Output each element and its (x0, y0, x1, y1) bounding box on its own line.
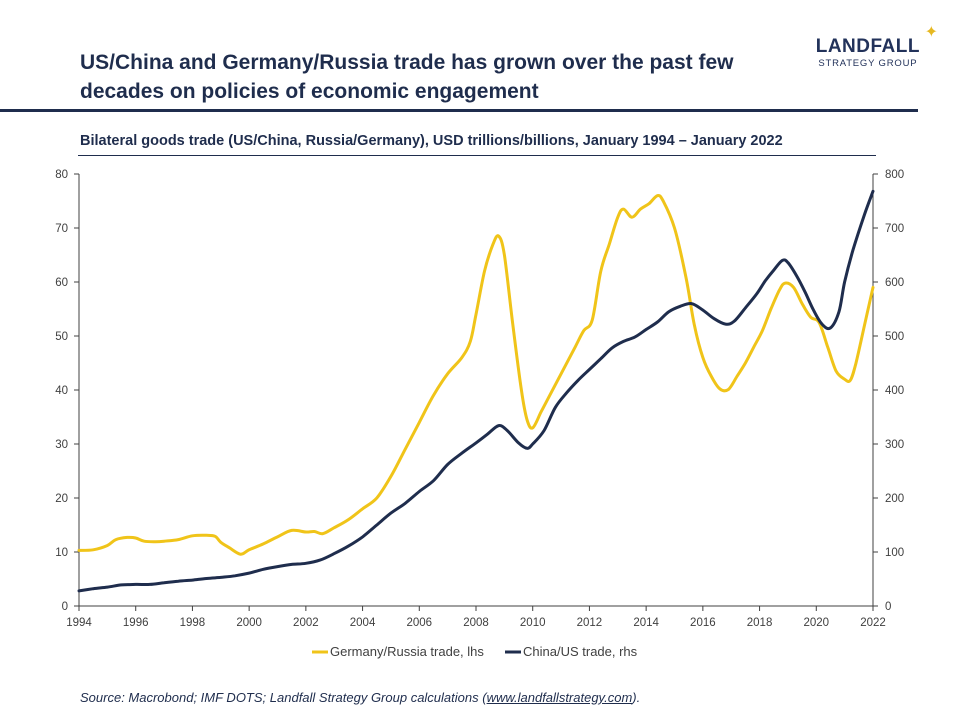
right-y-tick-label: 100 (885, 547, 904, 559)
x-tick-label: 2018 (747, 617, 773, 629)
logo-name: LANDFALL (815, 36, 920, 57)
source-prefix: Source: Macrobond; IMF DOTS; Landfall St… (80, 690, 487, 705)
right-y-tick-label: 500 (885, 331, 904, 343)
legend-china-us-label: China/US trade, rhs (523, 644, 638, 659)
line-chart: 0102030405060708001002003004005006007008… (55, 169, 904, 659)
x-tick-label: 2000 (236, 617, 262, 629)
left-y-tick-label: 70 (55, 223, 68, 235)
page-title-line-1: US/China and Germany/Russia trade has gr… (80, 51, 734, 74)
left-y-tick-label: 10 (55, 547, 68, 559)
left-y-tick-label: 60 (55, 277, 68, 289)
x-tick-label: 2006 (406, 617, 432, 629)
right-y-tick-label: 700 (885, 223, 904, 235)
china-us-series-line (77, 189, 875, 593)
chart-axes: 0102030405060708001002003004005006007008… (55, 169, 904, 629)
star-icon: ✦ (924, 24, 938, 41)
left-y-tick-label: 50 (55, 331, 68, 343)
source-link[interactable]: www.landfallstrategy.com (486, 690, 633, 705)
germany-russia-series-line (77, 193, 875, 556)
source-suffix: ). (632, 690, 641, 705)
legend-germany-russia-label: Germany/Russia trade, lhs (330, 644, 484, 659)
page-title-line-2: decades on policies of economic engageme… (80, 80, 539, 103)
x-tick-label: 2010 (520, 617, 546, 629)
company-logo: ✦ LANDFALL STRATEGY GROUP (815, 24, 938, 70)
x-tick-label: 1994 (66, 617, 92, 629)
logo-tagline: STRATEGY GROUP (818, 58, 918, 69)
x-tick-label: 2022 (860, 617, 886, 629)
chart-lines (77, 189, 875, 593)
right-y-tick-label: 800 (885, 169, 904, 181)
left-y-tick-label: 30 (55, 439, 68, 451)
chart-title: Bilateral goods trade (US/China, Russia/… (80, 133, 783, 149)
x-tick-label: 2008 (463, 617, 489, 629)
x-tick-label: 2020 (803, 617, 829, 629)
x-tick-label: 1998 (180, 617, 206, 629)
right-y-tick-label: 0 (885, 601, 891, 613)
header-divider (0, 109, 918, 112)
left-y-tick-label: 40 (55, 385, 68, 397)
right-y-tick-label: 400 (885, 385, 904, 397)
chart-title-divider (78, 155, 876, 156)
chart-legend: Germany/Russia trade, lhs China/US trade,… (312, 644, 638, 659)
x-tick-label: 2014 (633, 617, 659, 629)
x-tick-label: 2016 (690, 617, 716, 629)
x-tick-label: 2012 (577, 617, 603, 629)
x-tick-label: 2002 (293, 617, 319, 629)
right-y-tick-label: 200 (885, 493, 904, 505)
right-y-tick-label: 600 (885, 277, 904, 289)
left-y-tick-label: 20 (55, 493, 68, 505)
x-tick-label: 1996 (123, 617, 149, 629)
left-y-tick-label: 80 (55, 169, 68, 181)
right-y-tick-label: 300 (885, 439, 904, 451)
source-note: Source: Macrobond; IMF DOTS; Landfall St… (80, 690, 640, 705)
page-title: US/China and Germany/Russia trade has gr… (80, 48, 780, 106)
x-tick-label: 2004 (350, 617, 376, 629)
left-y-tick-label: 0 (62, 601, 68, 613)
